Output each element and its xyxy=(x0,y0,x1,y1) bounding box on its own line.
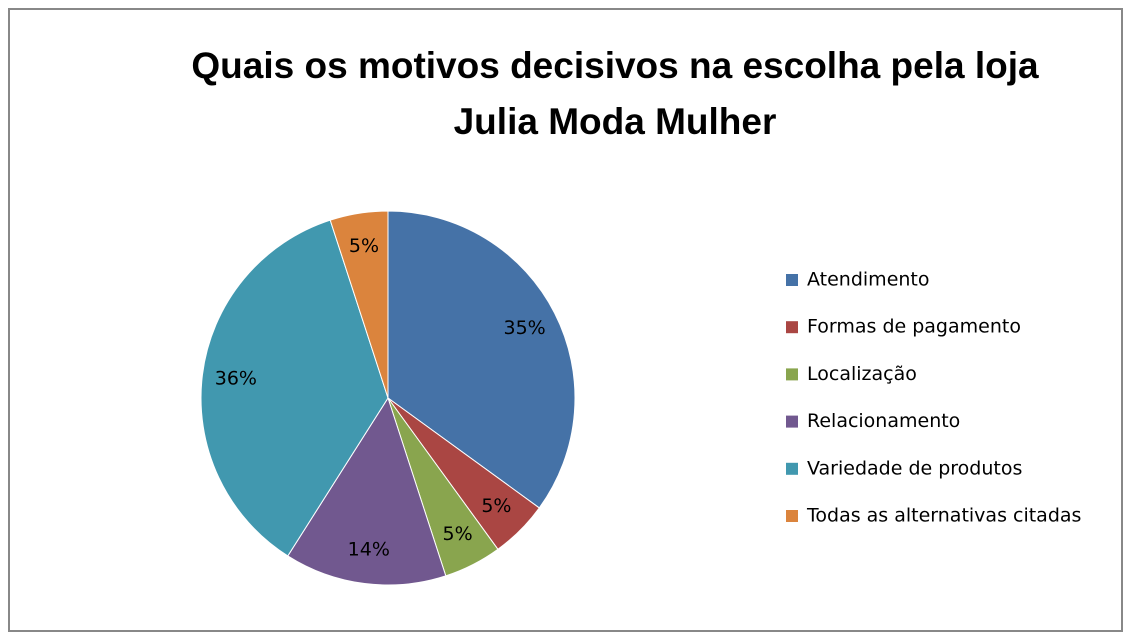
legend-label: Relacionamento xyxy=(807,410,960,432)
pie-slice xyxy=(287,396,447,586)
data-label: 14% xyxy=(348,539,390,561)
pie-slice xyxy=(387,210,576,509)
legend-swatch xyxy=(786,368,798,381)
legend-label: Localização xyxy=(807,363,917,385)
legend-swatch xyxy=(786,510,798,522)
pie-slice xyxy=(329,210,389,399)
chart-frame xyxy=(8,8,1123,632)
legend-label: Atendimento xyxy=(807,269,930,291)
data-label: 5% xyxy=(481,495,511,517)
legend-swatch xyxy=(786,415,798,428)
data-label: 35% xyxy=(504,317,546,339)
legend-label: Todas as alternativas citadas xyxy=(806,505,1081,527)
data-label: 5% xyxy=(443,523,473,545)
data-label: 36% xyxy=(215,367,257,389)
legend-swatch xyxy=(786,462,798,475)
data-label: 5% xyxy=(349,235,379,257)
legend-swatch xyxy=(786,274,798,286)
legend-swatch xyxy=(786,321,798,334)
pie-slice xyxy=(200,219,389,557)
legend-label: Variedade de produtos xyxy=(807,457,1022,479)
legend-label: Formas de pagamento xyxy=(807,316,1021,338)
chart-title: Quais os motivos decisivos na escolha pe… xyxy=(191,45,1039,142)
